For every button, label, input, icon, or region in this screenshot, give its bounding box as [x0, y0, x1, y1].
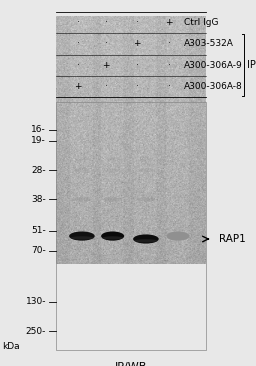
Ellipse shape [74, 168, 90, 172]
Text: 51-: 51- [31, 226, 46, 235]
Ellipse shape [101, 232, 124, 241]
Ellipse shape [105, 168, 120, 172]
Ellipse shape [69, 232, 95, 241]
Ellipse shape [134, 239, 157, 242]
Ellipse shape [133, 235, 159, 244]
Text: A303-532A: A303-532A [184, 40, 234, 48]
Text: IP/WB: IP/WB [115, 362, 147, 366]
Text: +: + [74, 82, 82, 91]
Text: kDa: kDa [3, 342, 20, 351]
Text: RAP1: RAP1 [219, 234, 246, 244]
Text: A300-306A-8: A300-306A-8 [184, 82, 243, 91]
Text: 130-: 130- [26, 298, 46, 306]
Text: A300-306A-9: A300-306A-9 [184, 61, 243, 70]
Ellipse shape [138, 168, 154, 172]
Text: ·: · [105, 40, 108, 48]
Text: 250-: 250- [26, 327, 46, 336]
Text: ·: · [167, 82, 170, 91]
Text: 19-: 19- [31, 137, 46, 145]
Text: ·: · [135, 61, 138, 70]
Ellipse shape [166, 232, 189, 241]
Text: +: + [165, 18, 173, 27]
Text: Ctrl IgG: Ctrl IgG [184, 18, 219, 27]
Text: ·: · [77, 40, 80, 48]
Text: IP: IP [247, 60, 256, 70]
Text: ·: · [77, 18, 80, 27]
Ellipse shape [136, 197, 155, 202]
Ellipse shape [106, 157, 119, 161]
Text: ·: · [105, 18, 108, 27]
Ellipse shape [72, 197, 92, 202]
Text: ·: · [167, 61, 170, 70]
Text: ·: · [167, 40, 170, 48]
Ellipse shape [76, 157, 88, 161]
Text: +: + [133, 40, 141, 48]
Text: +: + [102, 61, 110, 70]
Text: ·: · [77, 61, 80, 70]
Text: 28-: 28- [31, 166, 46, 175]
Text: ·: · [135, 82, 138, 91]
Bar [56, 102, 206, 350]
Ellipse shape [70, 236, 93, 239]
Text: 16-: 16- [31, 126, 46, 134]
Ellipse shape [140, 157, 152, 161]
Ellipse shape [103, 197, 122, 202]
Text: 70-: 70- [31, 246, 46, 255]
Text: 38-: 38- [31, 195, 46, 204]
Ellipse shape [102, 236, 123, 239]
Text: ·: · [135, 18, 138, 27]
Text: ·: · [105, 82, 108, 91]
